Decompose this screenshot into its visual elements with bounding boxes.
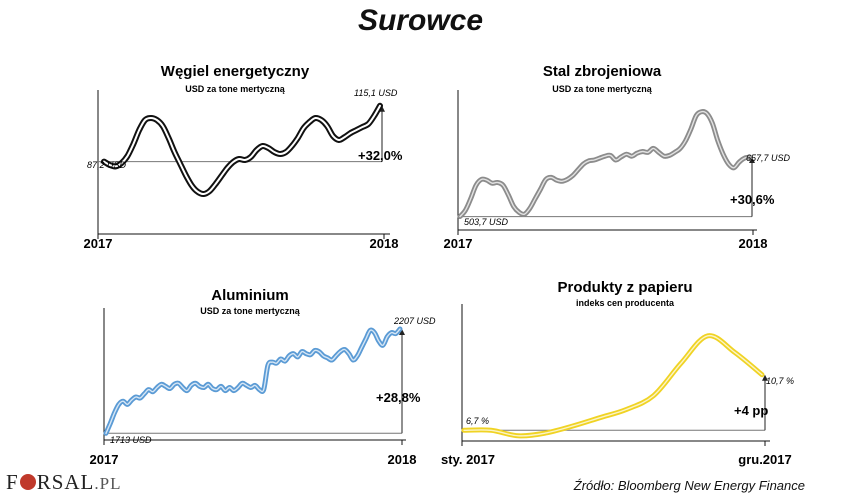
start-value-label: 6,7 % bbox=[466, 416, 489, 426]
chart-papier: Produkty z papieru indeks cen producenta… bbox=[441, 279, 794, 467]
series-line-inner bbox=[105, 328, 401, 434]
logo-icon bbox=[19, 474, 36, 491]
end-value-label: 2207 USD bbox=[393, 316, 436, 326]
change-arrow-head bbox=[399, 328, 405, 335]
series-line-inner bbox=[103, 104, 381, 196]
chart-subtitle: USD za tone mertyczną bbox=[200, 306, 301, 316]
source-note: Źródło: Bloomberg New Energy Finance bbox=[573, 478, 805, 493]
forsal-logo[interactable]: F RSAL.PL bbox=[6, 470, 121, 495]
chart-subtitle: indeks cen producenta bbox=[576, 298, 675, 308]
series-line-inner bbox=[459, 110, 751, 218]
chart-title: Stal zbrojeniowa bbox=[543, 63, 662, 80]
plot-area bbox=[98, 102, 385, 198]
start-value-label: 1713 USD bbox=[110, 435, 152, 445]
plot-area bbox=[457, 109, 755, 219]
chart-title: Aluminium bbox=[211, 287, 289, 304]
end-value-label: 115,1 USD bbox=[354, 88, 398, 98]
change-label: +32,0% bbox=[358, 148, 403, 163]
series-line-outline bbox=[457, 109, 753, 219]
chart-subtitle: USD za tone mertyczną bbox=[552, 84, 653, 94]
x-end-label: 2018 bbox=[739, 236, 768, 251]
x-start-label: 2017 bbox=[444, 236, 473, 251]
x-end-label: 2018 bbox=[370, 236, 399, 251]
start-value-label: 87,2 USD bbox=[87, 160, 127, 170]
plot-area bbox=[103, 326, 405, 436]
change-arrow-head bbox=[762, 374, 768, 381]
chart-subtitle: USD za tone mertyczną bbox=[185, 84, 286, 94]
x-end-label: 2018 bbox=[388, 452, 417, 467]
series-line-inner bbox=[463, 335, 763, 437]
change-label: +28,8% bbox=[376, 390, 421, 405]
end-value-label: 10,7 % bbox=[766, 376, 794, 386]
chart-stal: Stal zbrojeniowa USD za tone mertyczną 5… bbox=[444, 63, 791, 251]
logo-text-b: RSAL bbox=[36, 470, 95, 494]
change-arrow-head bbox=[749, 157, 755, 164]
end-value-label: 657,7 USD bbox=[746, 153, 791, 163]
chart-title: Węgiel energetyczny bbox=[161, 63, 310, 80]
series-line-outline bbox=[103, 326, 403, 436]
x-start-label: 2017 bbox=[84, 236, 113, 251]
chart-aluminium: Aluminium USD za tone mertyczną 1713 USD… bbox=[90, 287, 436, 467]
change-label: +4 pp bbox=[734, 403, 768, 418]
x-end-label: gru.2017 bbox=[738, 452, 791, 467]
start-value-label: 503,7 USD bbox=[464, 217, 509, 227]
x-start-label: 2017 bbox=[90, 452, 119, 467]
chart-title: Produkty z papieru bbox=[557, 279, 692, 296]
chart-wegiel: Węgiel energetyczny USD za tone mertyczn… bbox=[84, 63, 403, 251]
plot-area bbox=[461, 333, 768, 439]
logo-suffix: .PL bbox=[94, 474, 122, 493]
logo-text-a: F bbox=[6, 470, 19, 494]
main-title: Surowce bbox=[357, 4, 484, 37]
series-line-outline bbox=[461, 333, 765, 439]
change-label: +30,6% bbox=[730, 192, 775, 207]
x-start-label: sty. 2017 bbox=[441, 452, 495, 467]
